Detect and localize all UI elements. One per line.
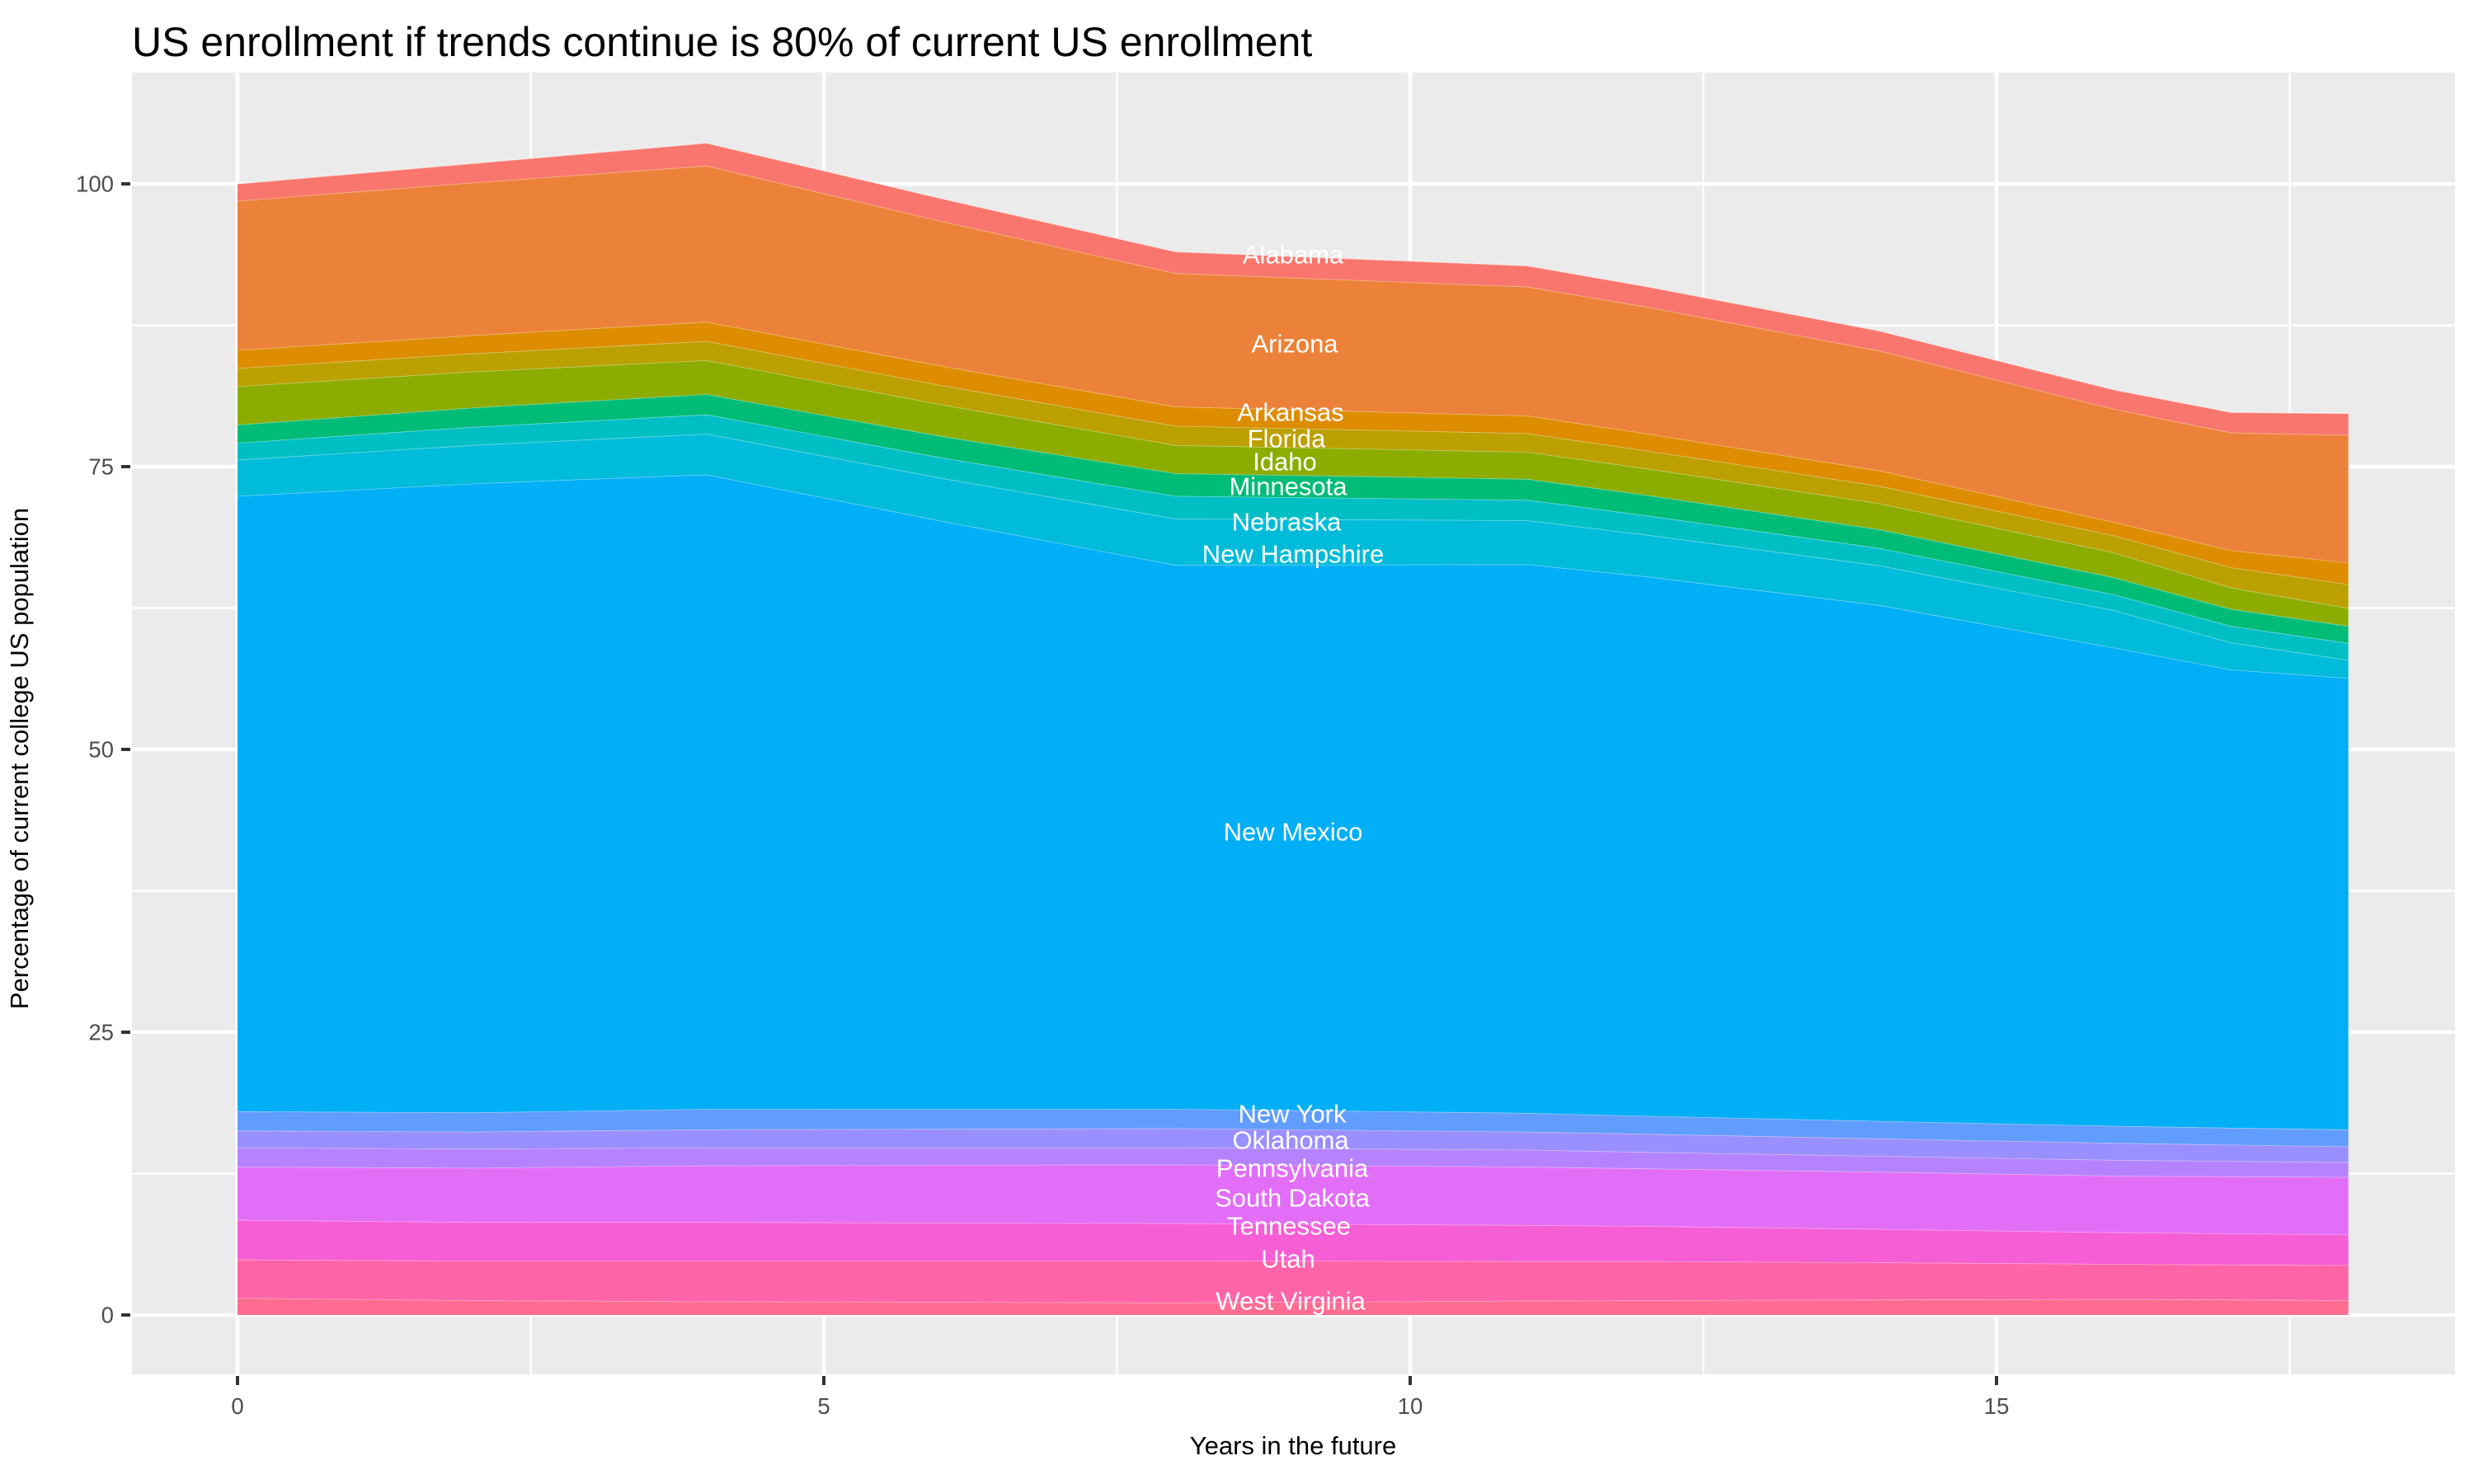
area-arkansas bbox=[238, 322, 2349, 585]
series-label-south-dakota: South Dakota bbox=[1215, 1183, 1371, 1212]
area-arizona bbox=[238, 166, 2349, 563]
y-tick-label: 50 bbox=[88, 737, 114, 763]
x-tick-label: 5 bbox=[817, 1393, 830, 1419]
series-label-arizona: Arizona bbox=[1251, 329, 1338, 358]
x-axis-title: Years in the future bbox=[1190, 1431, 1396, 1460]
series-label-pennsylvania: Pennsylvania bbox=[1216, 1153, 1369, 1182]
area-pennsylvania bbox=[238, 1148, 2349, 1177]
area-new-hampshire bbox=[238, 434, 2349, 679]
area-seam bbox=[237, 142, 2349, 415]
series-label-west-virginia: West Virginia bbox=[1216, 1286, 1366, 1315]
area-florida bbox=[238, 340, 2349, 608]
y-tick-label: 25 bbox=[88, 1020, 114, 1045]
series-label-tennessee: Tennessee bbox=[1227, 1211, 1351, 1240]
area-alabama bbox=[238, 143, 2349, 435]
area-new-mexico bbox=[238, 474, 2349, 1129]
area-idaho bbox=[238, 360, 2349, 627]
series-label-nebraska: Nebraska bbox=[1232, 507, 1342, 536]
y-tick-label: 100 bbox=[76, 171, 114, 197]
chart-title: US enrollment if trends continue is 80% … bbox=[132, 19, 1312, 65]
series-label-minnesota: Minnesota bbox=[1229, 472, 1348, 500]
area-oklahoma bbox=[238, 1128, 2349, 1162]
area-utah bbox=[238, 1259, 2349, 1303]
series-label-new-hampshire: New Hampshire bbox=[1202, 539, 1385, 568]
axis-tick-labels: 0 5 10 15 0 25 50 75 100 bbox=[76, 171, 2009, 1419]
series-label-idaho: Idaho bbox=[1253, 447, 1317, 476]
y-tick-label: 0 bbox=[101, 1303, 114, 1328]
area-south-dakota bbox=[238, 1164, 2349, 1235]
series-label-florida: Florida bbox=[1248, 424, 1327, 453]
x-tick-label: 0 bbox=[231, 1393, 243, 1419]
series-label-new-york: New York bbox=[1239, 1099, 1347, 1128]
area-west-virginia bbox=[238, 1298, 2349, 1315]
series-label-alabama: Alabama bbox=[1243, 240, 1344, 269]
x-tick-label: 15 bbox=[1984, 1393, 2010, 1419]
stacked-areas bbox=[237, 142, 2349, 1315]
series-label-new-mexico: New Mexico bbox=[1224, 817, 1363, 846]
area-tennessee bbox=[238, 1219, 2349, 1266]
area-minnesota bbox=[238, 394, 2349, 643]
series-label-arkansas: Arkansas bbox=[1237, 397, 1343, 426]
series-label-utah: Utah bbox=[1261, 1244, 1315, 1273]
axis-ticks bbox=[121, 182, 1998, 1386]
series-labels: Alabama Arizona ArkansasFloridaIdahoMinnes… bbox=[1202, 240, 1385, 1315]
y-axis-title: Percentage of current college US populat… bbox=[5, 508, 34, 1009]
series-label-oklahoma: Oklahoma bbox=[1232, 1125, 1349, 1154]
x-tick-label: 10 bbox=[1398, 1393, 1423, 1419]
area-new-york bbox=[238, 1109, 2349, 1147]
area-nebraska bbox=[238, 414, 2349, 660]
y-tick-label: 75 bbox=[88, 454, 114, 480]
